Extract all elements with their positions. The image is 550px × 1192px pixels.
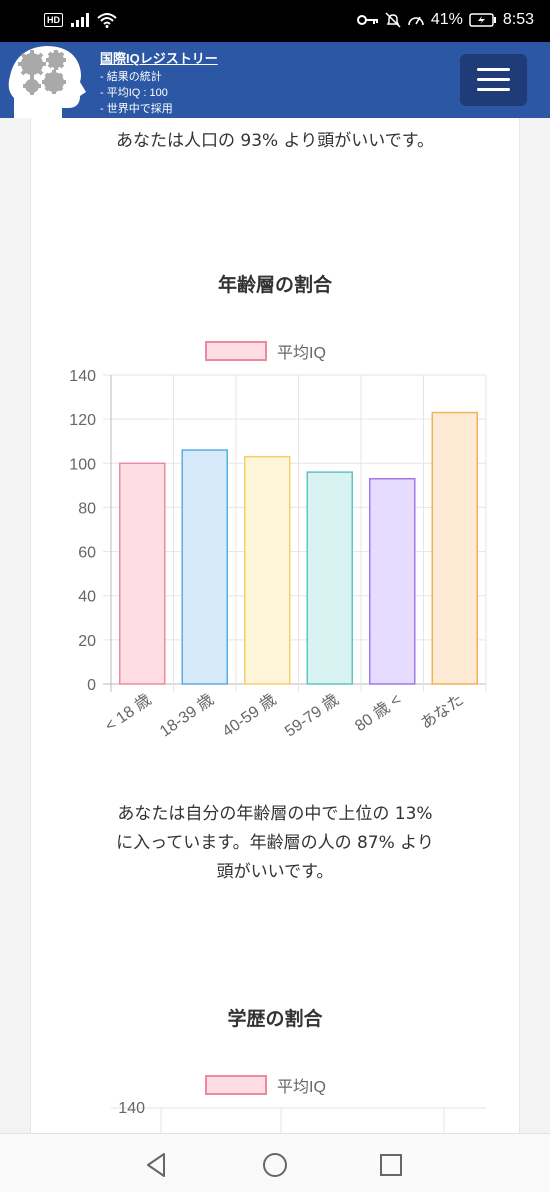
battery-percent: 41% — [430, 11, 463, 28]
population-result-text: あなたは人口の 93% より頭がいいです。 — [115, 131, 435, 151]
age-chart-legend[interactable]: 平均IQ — [205, 339, 326, 363]
key-icon — [356, 15, 378, 25]
android-nav-bar — [0, 1133, 550, 1192]
y-tick-label: 20 — [78, 633, 96, 650]
site-header: 国際IQレジストリー - 結果の統計 - 平均IQ : 100 - 世界中で採用 — [0, 42, 550, 118]
x-tick-label: 40-59 歳 — [219, 691, 280, 741]
y-tick-label: 60 — [78, 545, 96, 562]
back-icon[interactable] — [140, 1148, 174, 1182]
bar — [306, 471, 353, 685]
age-bar-chart: 0 20 40 60 80 100 120 140 < 18 歳 18-39 歳 40-59 歳 59… — [69, 368, 487, 741]
brain-gears-logo[interactable] — [6, 42, 88, 118]
bar — [181, 449, 228, 685]
signal-icon — [71, 13, 89, 27]
y-tick-label: 140 — [118, 1100, 145, 1117]
bar — [431, 411, 478, 685]
y-tick-label: 140 — [69, 368, 96, 385]
bar — [119, 462, 166, 685]
legend-swatch — [205, 1075, 267, 1095]
age-section-title: 年齢層の割合 — [217, 274, 332, 296]
legend-label: 平均IQ — [277, 1079, 326, 1096]
status-bar: HD 41% 8:53 — [0, 0, 550, 42]
content-card: あなたは人口の 93% より頭がいいです。 年齢層の割合 平均IQ 0 20 40 6… — [30, 118, 520, 1143]
menu-item-stats[interactable]: - 結果の統計 — [100, 71, 162, 83]
hamburger-line — [477, 68, 510, 71]
y-tick-label: 120 — [69, 412, 96, 429]
speed-icon — [408, 16, 424, 26]
x-tick-label: 18-39 歳 — [156, 691, 217, 741]
summary-line: あなたは自分の年齢層の中で上位の 13% — [117, 804, 433, 824]
bar — [369, 477, 416, 685]
hamburger-line — [477, 88, 510, 91]
x-tick-label: < 18 歳 — [102, 691, 155, 736]
menu-item-worldwide[interactable]: - 世界中で採用 — [100, 103, 173, 115]
x-tick-label: 80 歳 < — [352, 691, 405, 736]
home-icon[interactable] — [258, 1148, 292, 1182]
site-title-link[interactable]: 国際IQレジストリー — [100, 51, 218, 66]
battery-icon — [469, 13, 496, 27]
wifi-icon — [97, 13, 117, 28]
clock: 8:53 — [502, 11, 534, 28]
legend-label: 平均IQ — [277, 345, 326, 362]
y-tick-label: 0 — [87, 677, 96, 694]
hamburger-line — [477, 78, 510, 81]
hamburger-menu-button[interactable] — [460, 54, 527, 106]
summary-line: に入っています。年齢層の人の 87% より — [116, 833, 434, 853]
y-tick-label: 40 — [78, 589, 96, 606]
hd-badge: HD — [44, 13, 63, 27]
bar — [244, 455, 291, 685]
y-tick-label: 100 — [69, 456, 96, 473]
age-group-summary: あなたは自分の年齢層の中で上位の 13% に入っています。年齢層の人の 87% … — [31, 800, 519, 887]
recent-apps-icon[interactable] — [374, 1148, 408, 1182]
x-tick-label: 59-79 歳 — [281, 691, 342, 741]
mute-bell-icon — [385, 12, 401, 28]
menu-item-average-iq[interactable]: - 平均IQ : 100 — [100, 87, 168, 99]
summary-line: 頭がいいです。 — [216, 862, 334, 882]
education-chart-legend[interactable]: 平均IQ — [205, 1073, 326, 1097]
education-section-title: 学歴の割合 — [227, 1008, 323, 1030]
y-tick-label: 80 — [78, 500, 96, 517]
legend-swatch — [205, 341, 267, 361]
x-tick-label: あなた — [417, 691, 467, 733]
